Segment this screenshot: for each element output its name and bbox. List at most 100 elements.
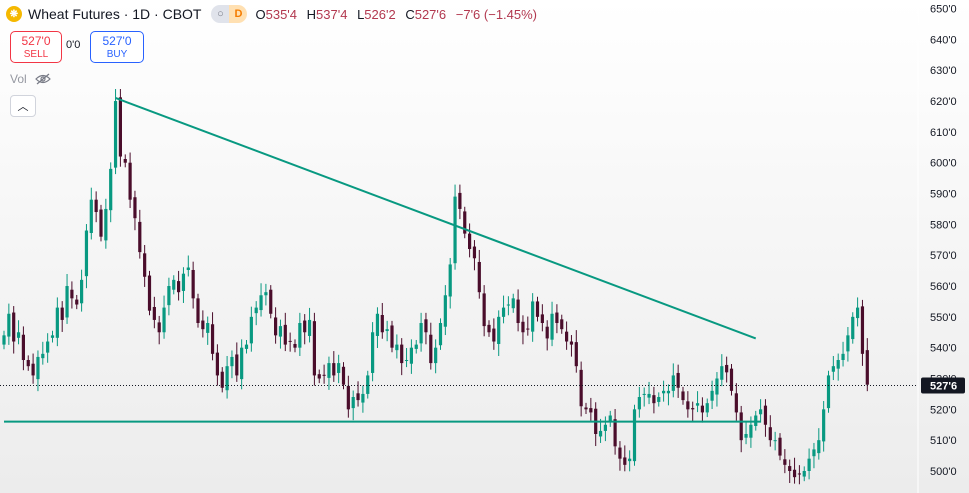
candle-body	[254, 307, 258, 314]
candle-body	[303, 320, 307, 333]
candle-body	[792, 469, 797, 478]
candle-body	[259, 295, 263, 311]
delayed-data-badge: D	[229, 5, 248, 23]
candle-body	[380, 315, 384, 333]
candle-body	[419, 323, 423, 344]
candle-body	[89, 199, 93, 233]
candle-body	[230, 356, 234, 367]
close-label: C	[405, 6, 415, 22]
candle-body	[346, 385, 350, 410]
symbol-title[interactable]: Wheat Futures · 1D · CBOT	[28, 6, 202, 22]
buy-label: BUY	[106, 49, 128, 60]
candle-body	[186, 267, 190, 270]
candle-body	[632, 409, 637, 462]
price-axis-label: 620'0	[930, 96, 957, 108]
candle-body	[686, 401, 690, 410]
price-axis-label: 550'0	[930, 312, 957, 324]
market-status-pill[interactable]: ○ D	[211, 5, 248, 23]
price-axis-label: 640'0	[930, 34, 957, 46]
candle-body	[414, 344, 418, 349]
candle-body	[235, 354, 239, 376]
candle-body	[162, 307, 166, 333]
trendline-group	[4, 97, 761, 423]
trendline[interactable]	[115, 97, 757, 340]
candle-body	[540, 314, 544, 324]
candle-body	[856, 307, 860, 319]
candle-body	[487, 324, 491, 333]
candle-body	[322, 374, 326, 376]
candle-body	[521, 321, 525, 333]
close-value: 527'6	[414, 6, 447, 22]
sell-button[interactable]: 527'0 SELL	[10, 31, 62, 63]
candle-body	[695, 403, 700, 406]
candle-body	[438, 323, 443, 346]
candle-body	[642, 393, 646, 395]
candle-body	[274, 317, 278, 336]
candle-body	[196, 298, 200, 324]
candle-body	[147, 275, 152, 311]
candle-body	[720, 366, 724, 380]
candle-body	[822, 409, 826, 442]
price-axis-label: 500'0	[930, 466, 957, 478]
candle-body	[477, 261, 481, 293]
candle-body	[613, 419, 617, 447]
candle-body	[390, 325, 394, 348]
low-value: 526'2	[364, 6, 396, 22]
open-label: O	[255, 6, 266, 22]
price-axis-label: 600'0	[930, 158, 957, 170]
candle-body	[424, 319, 428, 333]
candle-body	[70, 289, 74, 299]
candle-body	[128, 162, 132, 200]
candle-body	[26, 360, 30, 367]
candle-body	[865, 350, 869, 385]
candle-body	[492, 328, 496, 342]
candle-body	[157, 322, 161, 333]
candle-body	[307, 319, 312, 336]
candle-body	[501, 307, 506, 317]
candle-body	[691, 408, 695, 410]
candle-body	[657, 397, 661, 402]
price-axis-label: 510'0	[930, 435, 957, 447]
volume-label: Vol	[10, 72, 27, 86]
candle-body	[637, 397, 641, 410]
candle-body	[123, 159, 127, 163]
candle-body	[206, 323, 210, 333]
candle-body	[434, 347, 438, 364]
candle-body	[860, 306, 865, 354]
candle-body	[99, 209, 103, 237]
price-axis[interactable]: 500'0510'0520'0530'0540'0550'0560'0570'0…	[930, 4, 957, 478]
candle-body	[351, 397, 355, 409]
candle-body	[560, 319, 564, 330]
candle-body	[817, 440, 821, 454]
price-axis-label: 630'0	[930, 65, 957, 77]
candle-body	[710, 390, 714, 401]
candle-body	[167, 286, 171, 306]
candle-body	[21, 334, 25, 361]
sell-label: SELL	[23, 49, 49, 60]
candle-body	[181, 273, 186, 291]
volume-indicator[interactable]: Vol	[10, 72, 51, 86]
candle-body	[400, 344, 404, 364]
candle-body	[482, 293, 486, 327]
candle-body	[453, 196, 457, 264]
last-price-tag-label: 527'6	[930, 380, 957, 392]
candle-body	[84, 230, 89, 277]
candle-body	[574, 342, 578, 367]
price-axis-label: 540'0	[930, 343, 957, 355]
wheat-icon[interactable]: ❋	[6, 6, 22, 22]
candle-body	[327, 363, 331, 378]
candle-body	[715, 378, 719, 395]
last-price-tag: 527'6	[921, 377, 965, 394]
candle-body	[681, 391, 685, 401]
eye-off-icon[interactable]	[34, 73, 51, 85]
candle-body	[215, 352, 219, 376]
candle-body	[288, 340, 292, 342]
candle-body	[739, 412, 743, 441]
candle-body	[618, 447, 622, 459]
collapse-legend-button[interactable]: ︿	[10, 95, 36, 117]
buy-button[interactable]: 527'0 BUY	[90, 31, 144, 63]
candle-body	[269, 289, 273, 314]
high-value: 537'4	[316, 6, 348, 22]
candle-body	[802, 471, 806, 477]
